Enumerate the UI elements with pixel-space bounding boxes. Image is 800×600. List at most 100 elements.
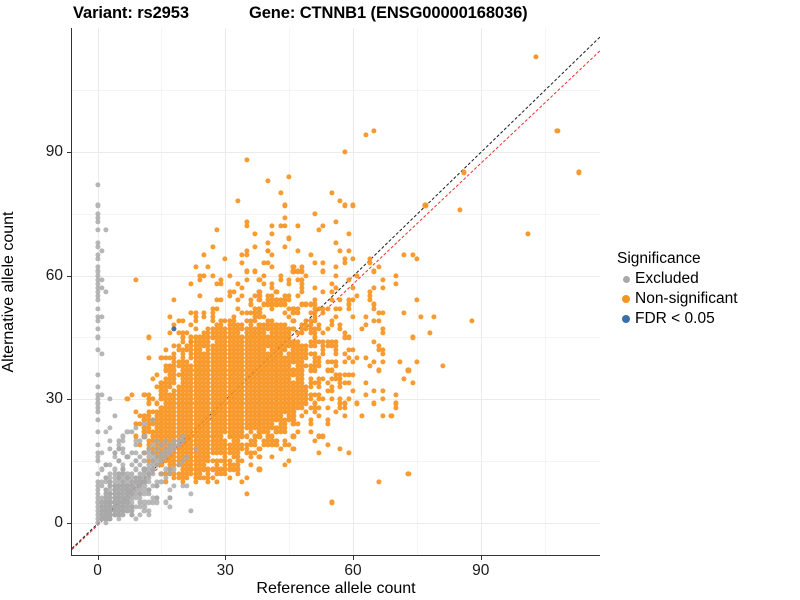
scatter-point-nonsignificant [278,326,284,332]
scatter-point-excluded [133,442,139,448]
scatter-point-nonsignificant [171,425,177,431]
scatter-point-nonsignificant [175,359,182,365]
scatter-point-nonsignificant [256,359,262,365]
scatter-point-excluded [163,450,169,456]
scatter-point-nonsignificant [124,396,130,402]
scatter-point-nonsignificant [222,466,228,472]
scatter-point-nonsignificant [205,380,211,386]
scatter-point-nonsignificant [184,380,190,386]
scatter-point-nonsignificant-outlier [214,305,220,312]
scatter-point-nonsignificant [269,396,275,402]
scatter-point-nonsignificant [235,338,241,345]
scatter-point-nonsignificant [282,301,288,307]
scatter-point-nonsignificant [214,437,220,444]
scatter-point-nonsignificant [222,458,228,464]
scatter-point-excluded [103,495,109,501]
scatter-point-nonsignificant [209,400,216,406]
scatter-point-nonsignificant [154,433,160,439]
scatter-point-nonsignificant [303,301,309,307]
scatter-point-nonsignificant [163,396,169,402]
scatter-point-nonsignificant [414,297,420,303]
scatter-point-excluded [94,417,101,423]
scatter-point-nonsignificant [222,462,228,468]
scatter-point-excluded [94,479,101,485]
scatter-point-nonsignificant [371,285,377,291]
scatter-point-nonsignificant [248,450,254,456]
scatter-point-excluded [120,433,126,439]
scatter-point-nonsignificant [278,367,284,373]
scatter-point-nonsignificant [244,343,250,349]
scatter-point-nonsignificant [256,293,262,299]
scatter-point-nonsignificant [278,351,284,357]
scatter-point-excluded [167,450,173,456]
scatter-point-nonsignificant [244,380,250,386]
scatter-point-nonsignificant [244,277,250,283]
scatter-point-excluded [163,454,169,460]
scatter-point-excluded [188,508,194,514]
scatter-point-nonsignificant [307,310,314,316]
scatter-point-nonsignificant [192,475,199,481]
scatter-point-nonsignificant [231,314,237,320]
scatter-point-nonsignificant [201,343,207,349]
scatter-point-nonsignificant [299,264,305,270]
scatter-point-nonsignificant [175,458,182,464]
scatter-point-excluded [112,483,118,489]
scatter-point-nonsignificant [350,256,356,262]
scatter-point-nonsignificant [256,376,262,382]
scatter-point-nonsignificant [163,363,169,369]
scatter-point-nonsignificant [137,421,143,427]
legend-item-non-significant[interactable]: Non-significant [617,289,797,309]
scatter-point-nonsignificant [290,367,296,373]
scatter-point-nonsignificant [265,437,271,444]
scatter-point-nonsignificant [146,400,152,406]
scatter-point-nonsignificant [320,343,326,349]
scatter-point-nonsignificant [226,363,233,369]
scatter-point-nonsignificant [256,351,262,357]
legend-item-fdr-0-05[interactable]: FDR < 0.05 [617,309,797,329]
scatter-point-nonsignificant [350,347,356,353]
scatter-point-nonsignificant [282,223,288,229]
scatter-point-nonsignificant [188,429,194,435]
x-tick-label: 90 [472,562,490,579]
scatter-point-nonsignificant [290,305,296,312]
scatter-point-nonsignificant [324,421,331,427]
scatter-point-nonsignificant [286,359,292,365]
scatter-point-nonsignificant [256,367,262,373]
scatter-point-nonsignificant [329,322,335,328]
scatter-point-nonsignificant [197,367,203,373]
scatter-point-nonsignificant [286,409,292,415]
scatter-point-nonsignificant [239,338,245,345]
scatter-point-nonsignificant [252,425,258,431]
legend-item-excluded[interactable]: Excluded [617,269,797,289]
scatter-point-nonsignificant [205,425,211,431]
scatter-point-nonsignificant [235,355,241,361]
scatter-point-excluded [158,442,164,448]
scatter-point-nonsignificant [235,404,241,411]
scatter-point-nonsignificant [290,351,296,357]
scatter-point-nonsignificant [171,462,177,468]
scatter-point-nonsignificant [337,305,343,312]
scatter-point-nonsignificant [197,371,203,378]
scatter-point-nonsignificant [282,334,288,340]
scatter-point-excluded [150,462,156,468]
scatter-point-nonsignificant [282,376,288,382]
scatter-point-nonsignificant [171,396,177,402]
scatter-point-nonsignificant [244,268,250,274]
scatter-point-excluded [167,503,173,510]
scatter-point-nonsignificant [282,417,288,423]
scatter-point-nonsignificant-outlier [167,363,173,369]
scatter-point-nonsignificant [201,417,207,423]
scatter-point-nonsignificant [341,404,348,411]
scatter-point-excluded [116,483,122,489]
scatter-point-nonsignificant [337,322,343,328]
scatter-point-nonsignificant [154,371,160,378]
scatter-point-nonsignificant [184,425,190,431]
scatter-point-excluded [141,458,147,464]
scatter-point-nonsignificant [192,409,199,415]
scatter-point-nonsignificant [248,392,254,398]
scatter-point-nonsignificant [299,413,305,419]
scatter-point-nonsignificant [265,301,271,307]
scatter-point-nonsignificant [346,297,352,303]
scatter-point-nonsignificant [171,388,177,394]
scatter-point-nonsignificant [261,437,267,444]
